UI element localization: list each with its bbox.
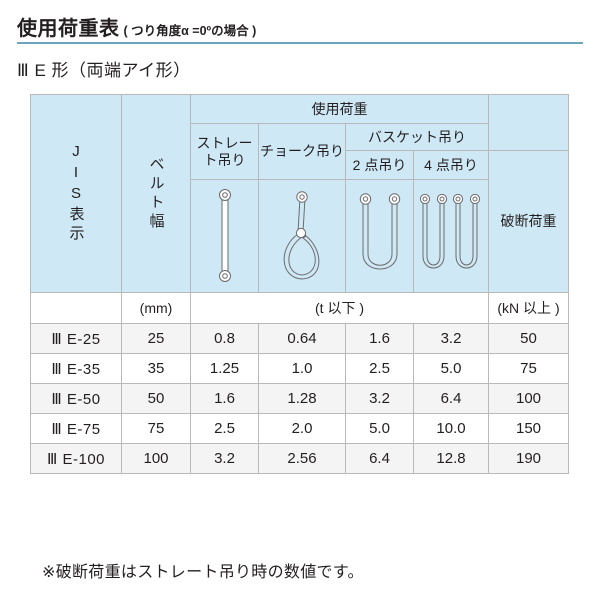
working-load-table: JIS表示 ベルト幅 使用荷重 ストレート吊り チョーク吊り バスケット吊り 2… [30,94,569,474]
cell-choke: 1.0 [258,353,346,384]
title-subtitle: ( つり角度α =0ºの場合 ) [123,24,257,38]
cell-belt: 75 [121,413,191,444]
cell-breaking: 50 [488,323,569,354]
table-caption: Ⅲ E 形（両端アイ形） [17,61,191,80]
title-divider [17,42,583,44]
cell-belt: 35 [121,353,191,384]
table-row: Ⅲ E-50 50 1.6 1.28 3.2 6.4 100 [30,383,569,414]
cell-straight: 1.25 [190,353,259,384]
cell-choke: 0.64 [258,323,346,354]
col-header-breaking-load: 破断荷重 [488,150,569,293]
cell-basket2: 3.2 [345,383,414,414]
cell-straight: 1.6 [190,383,259,414]
table-row: Ⅲ E-100 100 3.2 2.56 6.4 12.8 190 [30,443,569,474]
header-row-types: ストレート吊り チョーク吊り バスケット吊り [31,123,569,180]
col-header-choke: チョーク吊り [258,123,346,180]
cell-jis: Ⅲ E-35 [30,353,122,384]
col-header-basket-group: バスケット吊り [345,123,489,151]
cell-jis: Ⅲ E-50 [30,383,122,414]
table-footnote: ※破断荷重はストレート吊り時の数値です。 [42,564,364,581]
cell-jis: Ⅲ E-100 [30,443,122,474]
cell-straight: 0.8 [190,323,259,354]
col-header-jis: JIS表示 [30,94,122,293]
cell-straight: 3.2 [190,443,259,474]
cell-belt: 50 [121,383,191,414]
col-header-jis-label: JIS表示 [67,143,85,244]
cell-basket4: 10.0 [413,413,489,444]
cell-breaking: 150 [488,413,569,444]
col-header-breaking-load-spacer-top [488,94,569,151]
table-row: Ⅲ E-35 35 1.25 1.0 2.5 5.0 75 [30,353,569,384]
col-header-straight: ストレート吊り [190,123,259,180]
units-belt-width: (mm) [121,292,191,324]
col-header-basket-2point: 2 点吊り [345,150,414,180]
units-jis [30,292,122,324]
cell-basket2: 5.0 [345,413,414,444]
units-row: (mm) (t 以下 ) (kN 以上 ) [30,292,569,324]
cell-jis: Ⅲ E-25 [30,323,122,354]
col-header-working-load-group: 使用荷重 [190,94,489,124]
cell-choke: 2.56 [258,443,346,474]
cell-breaking: 100 [488,383,569,414]
units-working-load: (t 以下 ) [190,292,489,324]
cell-jis: Ⅲ E-75 [30,413,122,444]
cell-choke: 1.28 [258,383,346,414]
cell-breaking: 190 [488,443,569,474]
table-row: Ⅲ E-75 75 2.5 2.0 5.0 10.0 150 [30,413,569,444]
col-header-basket-4point: 4 点吊り [413,150,489,180]
page-title: 使用荷重表 ( つり角度α =0ºの場合 ) [17,12,256,41]
units-breaking-load: (kN 以上 ) [488,292,569,324]
col-header-belt-width: ベルト幅 [121,94,191,293]
cell-basket2: 1.6 [345,323,414,354]
cell-basket4: 3.2 [413,323,489,354]
cell-basket4: 12.8 [413,443,489,474]
choker-sling-icon [258,179,346,293]
table-row: Ⅲ E-25 25 0.8 0.64 1.6 3.2 50 [30,323,569,354]
cell-breaking: 75 [488,353,569,384]
cell-straight: 2.5 [190,413,259,444]
cell-belt: 25 [121,323,191,354]
cell-choke: 2.0 [258,413,346,444]
header-row-group: JIS表示 ベルト幅 使用荷重 [30,94,569,293]
cell-basket2: 6.4 [345,443,414,474]
cell-belt: 100 [121,443,191,474]
straight-sling-icon [190,179,259,293]
cell-basket4: 5.0 [413,353,489,384]
basket-2point-sling-icon [345,179,414,293]
header-row-basket-points: 2 点吊り 4 点吊り 破断荷重 [31,150,569,293]
col-header-belt-width-label: ベルト幅 [147,155,165,232]
basket-4point-sling-icon [413,179,489,293]
cell-basket4: 6.4 [413,383,489,414]
title-main: 使用荷重表 [17,18,120,40]
spec-table-container: JIS表示 ベルト幅 使用荷重 ストレート吊り チョーク吊り バスケット吊り 2… [30,94,569,474]
cell-basket2: 2.5 [345,353,414,384]
